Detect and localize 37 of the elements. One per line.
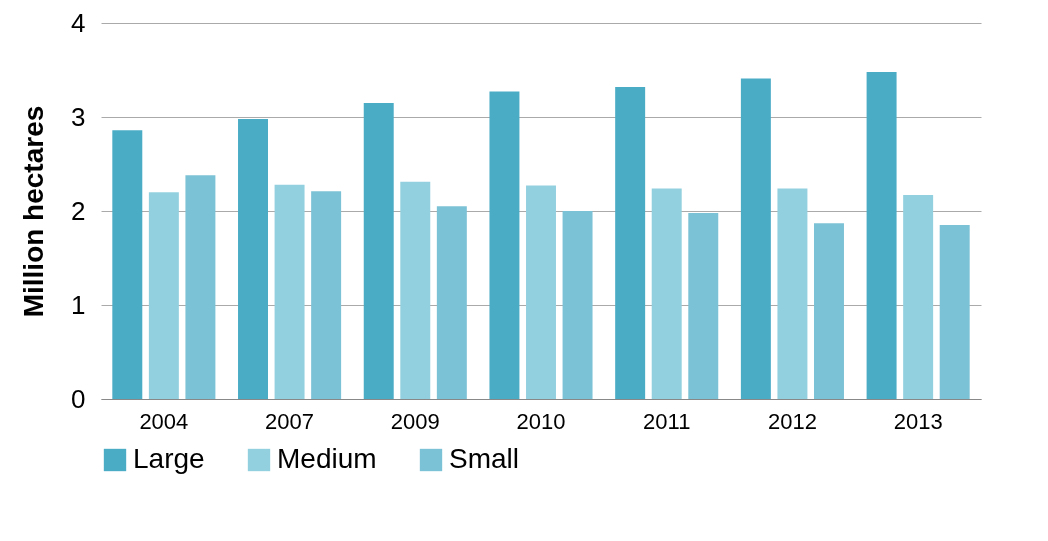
bar xyxy=(526,185,556,399)
legend-label: Medium xyxy=(277,443,377,474)
bar xyxy=(185,175,216,399)
bar xyxy=(814,223,844,399)
bar xyxy=(740,78,771,399)
bar xyxy=(615,86,646,399)
bar xyxy=(562,211,593,399)
bar xyxy=(651,188,682,399)
bar xyxy=(436,206,467,399)
bar xyxy=(777,188,808,399)
x-tick-label: 2013 xyxy=(893,408,943,434)
bar xyxy=(489,91,520,399)
x-tick-label: 2009 xyxy=(390,408,440,434)
bar xyxy=(903,195,934,399)
y-tick-label: 0 xyxy=(71,383,86,414)
y-tick-label: 3 xyxy=(71,101,86,132)
y-axis-title: Million hectares xyxy=(18,105,50,318)
y-tick-label: 2 xyxy=(71,195,86,226)
y-tick-label: 4 xyxy=(71,7,86,38)
y-tick-label: 1 xyxy=(71,289,86,320)
bar xyxy=(311,191,342,399)
bar xyxy=(148,192,179,399)
x-tick-label: 2004 xyxy=(139,408,189,434)
bar xyxy=(400,181,431,399)
bar xyxy=(688,212,719,399)
bar xyxy=(238,118,268,399)
legend-label: Small xyxy=(449,443,520,474)
x-tick-label: 2011 xyxy=(643,408,691,434)
bar xyxy=(363,102,394,399)
legend-label: Large xyxy=(133,443,205,474)
x-tick-label: 2012 xyxy=(767,408,817,434)
bar xyxy=(939,225,970,399)
x-tick-label: 2010 xyxy=(516,408,566,434)
bar xyxy=(274,184,305,399)
bar xyxy=(112,130,143,399)
bar xyxy=(866,71,897,399)
x-tick-label: 2007 xyxy=(265,408,315,434)
